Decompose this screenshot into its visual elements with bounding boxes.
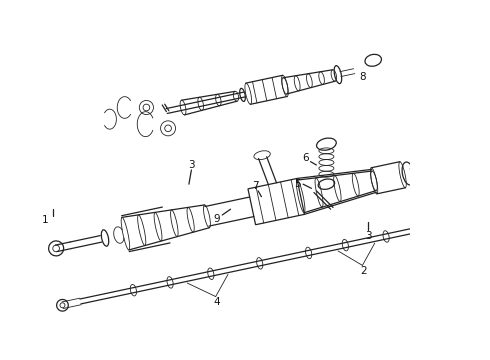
Text: 9: 9 [213,214,220,224]
Text: 3: 3 [365,231,371,241]
Text: 8: 8 [359,72,366,82]
Text: 7: 7 [252,181,259,191]
Text: 1: 1 [42,215,48,225]
Text: 6: 6 [302,153,309,163]
Text: 5: 5 [294,179,300,189]
Polygon shape [248,179,304,225]
Text: 2: 2 [360,266,367,276]
Text: 4: 4 [214,297,220,307]
Text: 3: 3 [188,160,195,170]
